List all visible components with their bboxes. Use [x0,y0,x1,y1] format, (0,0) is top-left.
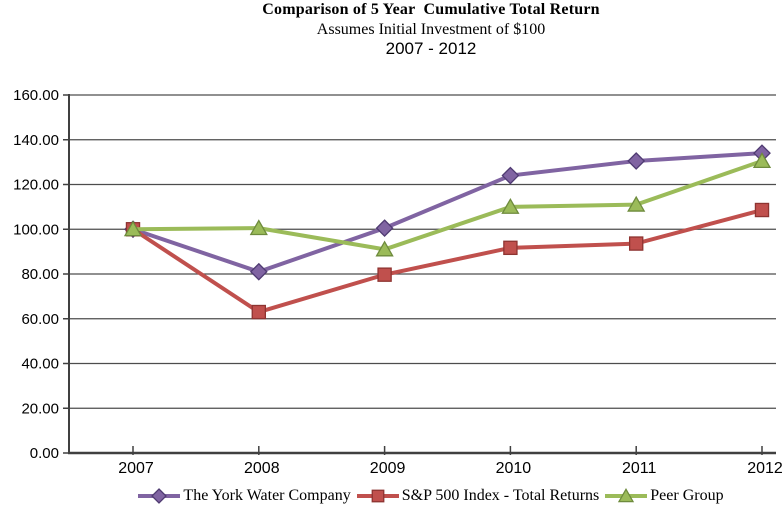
data-point-marker [249,219,268,236]
data-point-marker [754,202,770,218]
legend-marker [618,488,635,503]
chart-header: Comparison of 5 Year Cumulative Total Re… [78,0,784,58]
y-tick-label: 60.00 [21,311,59,328]
y-tick-label: 120.00 [13,177,59,194]
data-point-marker [251,304,267,320]
y-tick-label: 40.00 [21,356,59,373]
legend-square-icon [356,489,399,503]
legend: The York Water Company S&P 500 Index - To… [78,482,784,510]
series-line [132,151,763,274]
data-point-marker [375,240,394,257]
legend-label: The York Water Company [183,487,351,504]
legend-label: S&P 500 Index - Total Returns [401,487,600,504]
legend-item: S&P 500 Index - Total Returns [356,487,600,505]
x-tick-label: 2010 [496,460,532,477]
data-point-marker [628,236,644,251]
legend-diamond-icon [138,488,181,504]
x-tick-label: 2011 [622,460,657,477]
data-point-marker [375,219,394,238]
x-tick-label: 2012 [747,460,783,477]
x-tick-label: 2009 [370,460,406,477]
data-point-marker [627,152,646,170]
data-point-marker [503,240,518,256]
data-point-marker [377,267,392,282]
y-tick-label: 100.00 [13,221,59,238]
x-tick-label: 2007 [118,460,154,477]
legend-item: The York Water Company [138,487,351,505]
series-line [132,159,763,252]
y-tick-label: 0.00 [30,445,59,462]
data-point-marker [501,166,520,185]
legend-label: Peer Group [650,487,724,504]
series-triangle [123,152,772,257]
data-point-marker [752,152,772,169]
y-tick-label: 160.00 [13,87,59,104]
legend-marker [371,489,385,503]
y-tick-label: 80.00 [21,266,59,283]
legend-triangle-icon [605,488,648,503]
legend-marker [151,488,168,504]
data-point-marker [627,195,646,212]
chart-subtitle: Assumes Initial Investment of $100 [316,21,546,38]
y-tick-label: 140.00 [13,132,59,149]
series-line [131,208,763,315]
series-square [125,202,770,320]
data-point-marker [501,197,520,214]
legend-item: Peer Group [605,487,724,505]
data-point-marker [249,262,268,281]
chart-period: 2007 - 2012 [385,39,477,58]
x-tick-label: 2008 [244,460,280,477]
chart-title: Comparison of 5 Year Cumulative Total Re… [262,1,600,18]
data-point-marker [123,220,143,237]
y-tick-label: 20.00 [21,400,59,417]
